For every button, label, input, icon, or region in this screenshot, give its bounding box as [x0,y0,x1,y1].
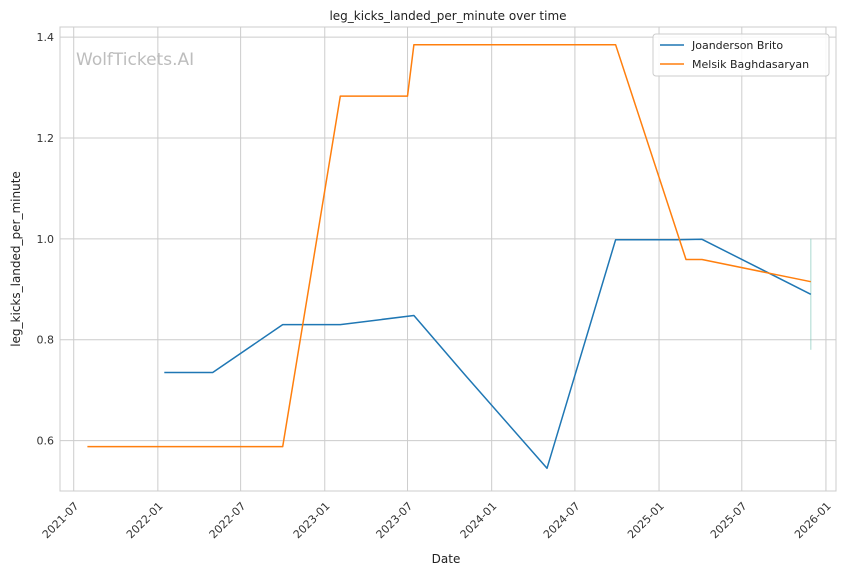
y-tick-label: 0.8 [37,334,55,347]
y-tick-label: 0.6 [37,435,55,448]
legend: Joanderson Brito Melsik Baghdasaryan [652,33,830,77]
y-axis-label: leg_kicks_landed_per_minute [9,171,23,347]
legend-label-melsik-baghdasaryan: Melsik Baghdasaryan [692,58,809,71]
plot-frame [59,26,837,492]
y-tick-label: 1.4 [37,31,55,44]
x-axis-label: Date [432,552,461,566]
series-layer [87,43,812,470]
chart-title: leg_kicks_landed_per_minute over time [329,9,566,23]
y-tick-labels: 0.6 0.8 1.0 1.2 1.4 [37,31,55,447]
legend-label-joanderson-brito: Joanderson Brito [691,39,783,52]
watermark: WolfTickets.AI [76,50,194,70]
legend-box [652,33,830,77]
y-tick-label: 1.2 [37,132,55,145]
y-tick-label: 1.0 [37,233,55,246]
series-line-melsik-baghdasaryan [87,43,811,448]
series-line-joanderson-brito [164,238,812,470]
grid [60,27,836,491]
